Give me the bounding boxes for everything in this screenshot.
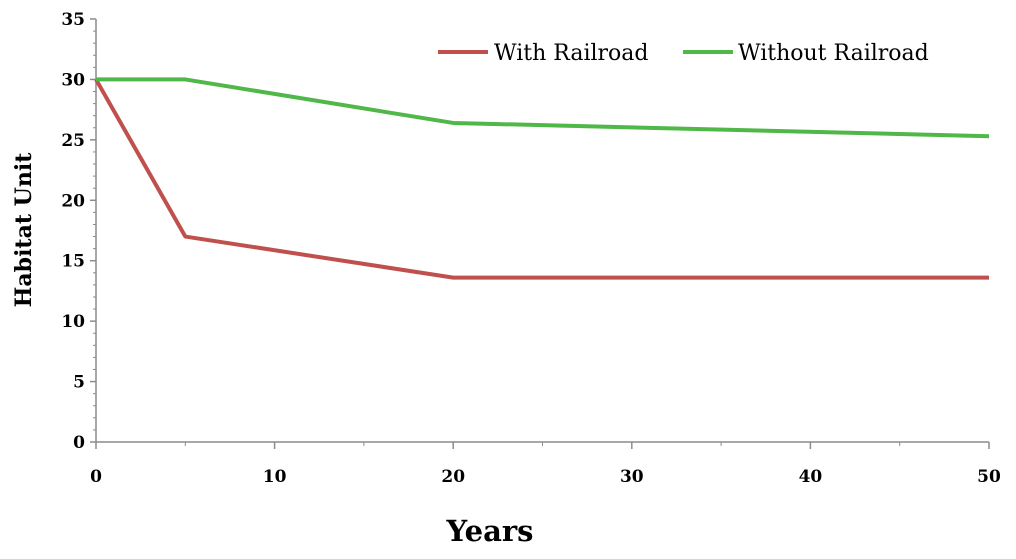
x-tick-label: 50 xyxy=(977,467,1001,487)
legend: With Railroad Without Railroad xyxy=(438,41,929,66)
y-tick-label: 5 xyxy=(73,373,85,393)
x-tick-label: 40 xyxy=(799,467,823,487)
y-tick-label: 20 xyxy=(61,191,85,211)
axes: 0 5 10 15 20 25 30 35 0 10 20 30 40 50 xyxy=(61,10,1001,487)
series-lines xyxy=(94,77,990,280)
x-tick-label: 10 xyxy=(263,467,287,487)
y-axis-title: Habitat Unit xyxy=(11,152,37,308)
y-tick-label: 10 xyxy=(61,312,85,332)
x-tick-label: 20 xyxy=(441,467,465,487)
y-tick-label: 25 xyxy=(61,131,85,151)
legend-label-1: Without Railroad xyxy=(738,41,929,66)
legend-label-0: With Railroad xyxy=(494,41,648,66)
y-tick-label: 35 xyxy=(61,10,85,30)
series-line-1 xyxy=(96,77,990,139)
series-line-0 xyxy=(94,78,989,280)
x-tick-label: 0 xyxy=(90,467,102,487)
x-tick-label: 30 xyxy=(620,467,644,487)
y-tick-label: 30 xyxy=(61,70,85,90)
y-tick-label: 15 xyxy=(61,252,85,272)
x-axis-title: Years xyxy=(445,514,533,548)
y-tick-label: 0 xyxy=(73,433,85,453)
